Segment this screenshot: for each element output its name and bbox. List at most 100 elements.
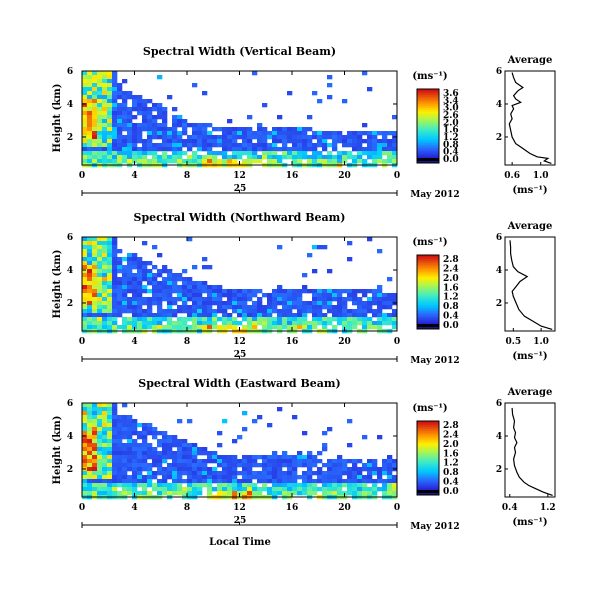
y-axis-label: Height (km) — [52, 250, 63, 319]
date-month-label: May 2012 — [410, 522, 459, 532]
colorbar-tick-label: 2.0 — [443, 118, 459, 128]
x-tick-label: 8 — [184, 171, 190, 181]
x-tick-label: 0 — [394, 337, 400, 347]
y-tick-label: 2 — [67, 465, 73, 475]
colorbar-tick-label: 1.6 — [443, 126, 459, 136]
colorbar-gradient — [417, 89, 439, 164]
average-y-tick-label: 6 — [496, 67, 502, 77]
average-y-tick-label: 4 — [496, 432, 502, 442]
date-month-label: May 2012 — [410, 190, 459, 200]
y-tick-label: 2 — [67, 299, 73, 309]
average-frame — [504, 402, 556, 498]
x-tick-label: 16 — [286, 171, 299, 181]
y-axis-label: Height (km) — [52, 84, 63, 153]
colorbar-frame — [416, 88, 440, 164]
average-y-tick-label: 6 — [496, 233, 502, 243]
colorbar-zero-band — [417, 158, 439, 161]
colorbar-tick-label: 1.6 — [443, 449, 459, 459]
x-tick-label: 8 — [184, 337, 190, 347]
colorbar-tick-label: 1.2 — [443, 293, 459, 303]
average-x-tick-label: 1.0 — [533, 337, 549, 347]
x-tick-label: 4 — [131, 171, 137, 181]
x-tick-label: 20 — [338, 503, 351, 513]
colorbar-tick-label: 2.8 — [443, 255, 459, 265]
date-day-label: 25 — [234, 184, 247, 194]
colorbar-tick-label: 2.0 — [443, 274, 459, 284]
colorbar-tick-label: 0.8 — [443, 468, 459, 478]
colorbar-tick-label: 3.4 — [443, 96, 459, 106]
colorbar-tick-label: 2.4 — [443, 430, 459, 440]
x-tick-label: 20 — [338, 171, 351, 181]
average-y-tick-label: 2 — [496, 299, 502, 309]
heatmap-cells — [82, 237, 398, 334]
colorbar-frame — [416, 254, 440, 330]
y-tick-label: 4 — [67, 100, 73, 110]
average-x-tick-label: 1.2 — [540, 503, 556, 513]
x-axis-title: Local Time — [209, 537, 271, 548]
average-y-tick-label: 2 — [496, 133, 502, 143]
colorbar-tick-label: 0.8 — [443, 140, 459, 150]
average-profile-line — [509, 240, 553, 330]
colorbar-tick-label: 3.0 — [443, 104, 459, 114]
colorbar-unit: (ms⁻¹) — [412, 237, 447, 248]
date-month-label: May 2012 — [410, 356, 459, 366]
colorbar-tick-label: 2.6 — [443, 111, 459, 121]
colorbar-tick-label: 0.0 — [443, 487, 459, 497]
x-tick-label: 16 — [286, 503, 299, 513]
colorbar-unit: (ms⁻¹) — [412, 403, 447, 414]
colorbar-tick-label: 1.6 — [443, 283, 459, 293]
x-tick-label: 16 — [286, 337, 299, 347]
colorbar-gradient — [417, 421, 439, 496]
y-tick-label: 2 — [67, 133, 73, 143]
x-tick-label: 4 — [131, 503, 137, 513]
date-day-label: 25 — [234, 516, 247, 526]
colorbar-zero-band — [417, 490, 439, 493]
average-x-label: (ms⁻¹) — [512, 185, 547, 196]
colorbar-tick-label: 2.0 — [443, 440, 459, 450]
average-title: Average — [507, 387, 553, 398]
panel-title: Spectral Width (Northward Beam) — [134, 211, 346, 224]
average-x-label: (ms⁻¹) — [512, 517, 547, 528]
y-axis-label: Height (km) — [52, 416, 63, 485]
colorbar-tick-label: 1.2 — [443, 459, 459, 469]
y-tick-label: 4 — [67, 432, 73, 442]
colorbar-tick-label: 0.4 — [443, 478, 459, 488]
colorbar-unit: (ms⁻¹) — [412, 71, 447, 82]
colorbar-tick-label: 0.4 — [443, 312, 459, 322]
average-title: Average — [507, 221, 553, 232]
colorbar-tick-label: 1.2 — [443, 133, 459, 143]
colorbar-tick-label: 2.8 — [443, 421, 459, 431]
colorbar-tick-label: 0.4 — [443, 148, 459, 158]
average-x-tick-label: 0.5 — [505, 337, 521, 347]
colorbar-tick-label: 2.4 — [443, 264, 459, 274]
colorbar-tick-label: 3.6 — [443, 89, 459, 99]
average-profile-line — [511, 407, 553, 496]
x-tick-label: 0 — [394, 171, 400, 181]
colorbar-zero-band — [417, 324, 439, 327]
y-tick-label: 6 — [67, 233, 73, 243]
x-tick-label: 0 — [394, 503, 400, 513]
y-tick-label: 4 — [67, 266, 73, 276]
average-y-tick-label: 2 — [496, 465, 502, 475]
x-tick-label: 8 — [184, 503, 190, 513]
x-tick-label: 12 — [233, 337, 246, 347]
average-y-tick-label: 4 — [496, 266, 502, 276]
x-tick-label: 20 — [338, 337, 351, 347]
average-x-tick-label: 0.4 — [502, 503, 518, 513]
average-x-label: (ms⁻¹) — [512, 351, 547, 362]
colorbar-frame — [416, 420, 440, 496]
x-tick-label: 12 — [233, 503, 246, 513]
y-tick-label: 6 — [67, 67, 73, 77]
panel-title: Spectral Width (Eastward Beam) — [138, 377, 340, 390]
x-tick-label: 0 — [79, 503, 85, 513]
colorbar-tick-label: 0.0 — [443, 155, 459, 165]
colorbar-tick-label: 0.8 — [443, 302, 459, 312]
x-tick-label: 4 — [131, 337, 137, 347]
x-tick-label: 0 — [79, 337, 85, 347]
average-profile-line — [508, 72, 552, 164]
average-title: Average — [507, 55, 553, 66]
x-tick-label: 12 — [233, 171, 246, 181]
average-x-tick-label: 0.6 — [504, 171, 520, 181]
y-tick-label: 6 — [67, 399, 73, 409]
